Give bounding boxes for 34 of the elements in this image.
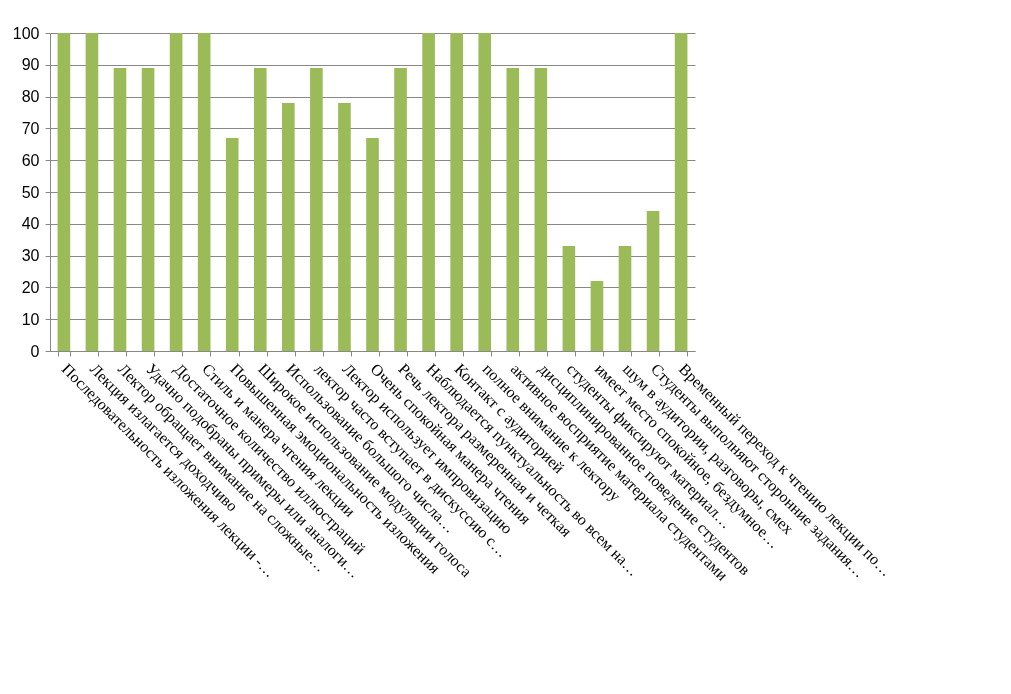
bar [85, 33, 99, 351]
y-tick-label: 60 [21, 151, 40, 169]
bar [646, 211, 660, 351]
bar [338, 102, 351, 351]
bar [506, 67, 520, 351]
y-tick-label: 90 [21, 56, 40, 74]
bar [422, 33, 435, 351]
bar [674, 33, 688, 351]
bar [310, 67, 323, 351]
bar [141, 67, 155, 351]
bar [253, 67, 267, 351]
bar [57, 33, 71, 351]
bar [225, 137, 239, 351]
bar [282, 102, 295, 351]
bar [394, 67, 407, 351]
y-tick-label: 10 [21, 310, 40, 328]
bar [450, 33, 463, 351]
bar [618, 246, 632, 351]
y-tick-label: 70 [21, 119, 40, 137]
bar [366, 137, 379, 351]
bar [590, 281, 604, 351]
y-tick-label: 80 [21, 88, 40, 106]
bar [169, 33, 183, 351]
bar [534, 67, 548, 351]
bar [113, 67, 127, 351]
y-tick-label: 100 [12, 24, 40, 42]
y-tick-label: 0 [30, 342, 40, 360]
bar [478, 33, 492, 351]
y-tick-label: 20 [21, 278, 40, 296]
y-tick-label: 40 [21, 215, 40, 233]
y-tick-label: 30 [21, 247, 40, 265]
bar [197, 33, 211, 351]
y-tick-label: 50 [21, 183, 40, 201]
bar [562, 246, 576, 351]
